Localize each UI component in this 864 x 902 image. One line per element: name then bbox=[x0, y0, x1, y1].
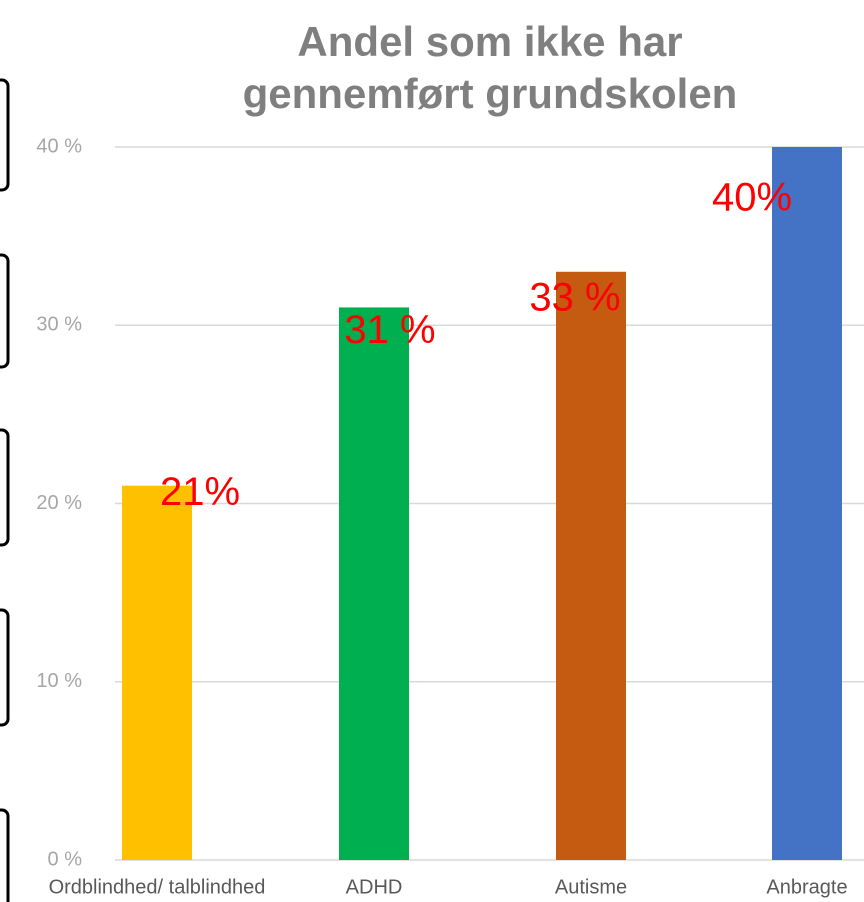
data-label: 40% bbox=[712, 176, 792, 220]
x-tick-label: Anbragte bbox=[766, 876, 847, 898]
y-tick-label: 30 % bbox=[36, 314, 82, 336]
x-tick-label: Autisme bbox=[555, 876, 627, 898]
data-label: 21% bbox=[160, 470, 240, 514]
bar bbox=[122, 485, 192, 860]
x-tick-label: Ordblindhed/ talblindhed bbox=[49, 876, 266, 898]
y-tick-label: 20 % bbox=[36, 492, 82, 514]
side-decoration bbox=[0, 78, 10, 902]
data-label: 33 % bbox=[529, 275, 620, 319]
bar bbox=[339, 307, 409, 860]
x-tick-label: ADHD bbox=[346, 876, 403, 898]
y-tick-label: 10 % bbox=[36, 670, 82, 692]
y-tick-label: 40 % bbox=[36, 135, 82, 157]
bar bbox=[772, 147, 842, 860]
bar bbox=[556, 271, 626, 860]
y-tick-label: 0 % bbox=[48, 848, 83, 870]
data-label: 31 % bbox=[344, 308, 435, 352]
chart-title: Andel som ikke har bbox=[297, 18, 682, 65]
chart-title: gennemført grundskolen bbox=[243, 70, 738, 117]
